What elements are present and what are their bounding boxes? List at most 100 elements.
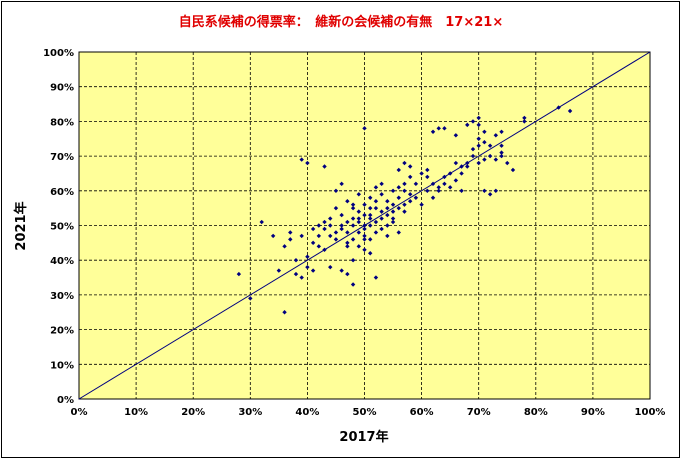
data-point bbox=[379, 181, 384, 187]
data-point bbox=[379, 192, 384, 197]
data-point bbox=[390, 216, 396, 221]
data-point bbox=[390, 202, 396, 207]
data-point bbox=[487, 192, 493, 197]
data-point bbox=[465, 164, 470, 169]
y-tick-label: 10% bbox=[50, 360, 74, 371]
data-point bbox=[482, 188, 487, 193]
chart-title: 自民系候補の得票率： 維新の会候補の有無 17×21× bbox=[179, 14, 503, 30]
data-point bbox=[362, 233, 367, 239]
data-point bbox=[350, 258, 356, 263]
data-point bbox=[362, 247, 367, 252]
data-point bbox=[402, 202, 407, 207]
data-point bbox=[305, 254, 310, 259]
x-tick-label: 60% bbox=[410, 407, 434, 418]
data-point bbox=[510, 167, 516, 173]
data-point bbox=[299, 233, 304, 239]
data-point bbox=[328, 233, 333, 239]
data-point bbox=[499, 150, 504, 155]
data-point bbox=[288, 237, 293, 242]
data-point bbox=[288, 230, 293, 235]
data-point bbox=[407, 174, 413, 180]
data-point bbox=[390, 219, 396, 225]
data-point bbox=[396, 205, 401, 211]
data-point bbox=[396, 185, 401, 190]
data-point bbox=[402, 209, 407, 214]
data-point bbox=[322, 226, 327, 232]
data-point bbox=[368, 251, 373, 256]
data-point bbox=[482, 157, 487, 162]
data-point bbox=[356, 216, 361, 221]
data-point bbox=[476, 160, 481, 166]
data-point bbox=[493, 157, 499, 162]
data-point bbox=[368, 212, 373, 218]
data-point bbox=[396, 195, 401, 200]
data-point bbox=[390, 188, 396, 193]
data-point bbox=[368, 195, 373, 200]
data-point bbox=[385, 199, 390, 204]
data-point bbox=[322, 247, 327, 252]
data-point bbox=[385, 205, 390, 211]
y-tick-label: 80% bbox=[50, 117, 74, 128]
data-point bbox=[453, 133, 459, 138]
data-point bbox=[248, 296, 253, 301]
y-tick-label: 20% bbox=[50, 326, 74, 337]
data-point bbox=[453, 178, 459, 183]
data-point bbox=[350, 223, 356, 228]
data-point bbox=[356, 219, 361, 225]
data-point bbox=[476, 115, 481, 121]
y-tick-label: 70% bbox=[50, 152, 74, 163]
data-point bbox=[470, 153, 476, 159]
x-tick-label: 0% bbox=[71, 407, 88, 418]
data-point bbox=[385, 212, 390, 218]
data-point bbox=[430, 195, 436, 200]
data-point bbox=[402, 160, 407, 166]
data-point bbox=[470, 146, 476, 152]
data-point bbox=[442, 174, 447, 180]
y-tick-label: 0% bbox=[57, 395, 74, 406]
data-point bbox=[482, 129, 487, 135]
data-point bbox=[345, 219, 350, 225]
x-tick-label: 20% bbox=[181, 407, 205, 418]
data-point bbox=[316, 223, 322, 228]
y-axis-label: 2021年 bbox=[13, 201, 29, 250]
data-point bbox=[407, 192, 413, 197]
data-point bbox=[453, 160, 459, 166]
data-point bbox=[373, 230, 379, 235]
data-point bbox=[373, 275, 379, 280]
data-point bbox=[436, 126, 441, 131]
data-point bbox=[293, 258, 299, 263]
data-point bbox=[362, 226, 367, 232]
data-point bbox=[476, 122, 481, 128]
data-point bbox=[362, 202, 367, 207]
data-point bbox=[310, 240, 316, 246]
data-point bbox=[310, 268, 316, 273]
data-point bbox=[419, 202, 424, 207]
data-point bbox=[419, 171, 424, 176]
data-point bbox=[350, 237, 356, 242]
data-point bbox=[556, 105, 561, 110]
y-tick-label: 30% bbox=[50, 291, 74, 302]
x-tick-label: 50% bbox=[353, 407, 377, 418]
x-tick-label: 100% bbox=[635, 407, 666, 418]
y-tick-label: 40% bbox=[50, 256, 74, 267]
data-point bbox=[333, 188, 339, 193]
data-point bbox=[499, 129, 504, 135]
data-points bbox=[236, 105, 573, 315]
x-tick-label: 40% bbox=[295, 407, 319, 418]
data-point bbox=[333, 205, 339, 211]
x-axis-label: 2017年 bbox=[339, 429, 388, 445]
data-point bbox=[522, 115, 527, 121]
data-point bbox=[425, 167, 430, 173]
data-point bbox=[362, 223, 367, 228]
data-point bbox=[362, 212, 367, 218]
data-point bbox=[442, 126, 447, 131]
data-point bbox=[345, 271, 350, 277]
data-point bbox=[345, 240, 350, 246]
data-point bbox=[333, 237, 339, 242]
data-point bbox=[390, 209, 396, 214]
data-point bbox=[493, 188, 499, 193]
data-point bbox=[447, 171, 453, 176]
data-point bbox=[465, 160, 470, 166]
data-point bbox=[522, 119, 527, 124]
